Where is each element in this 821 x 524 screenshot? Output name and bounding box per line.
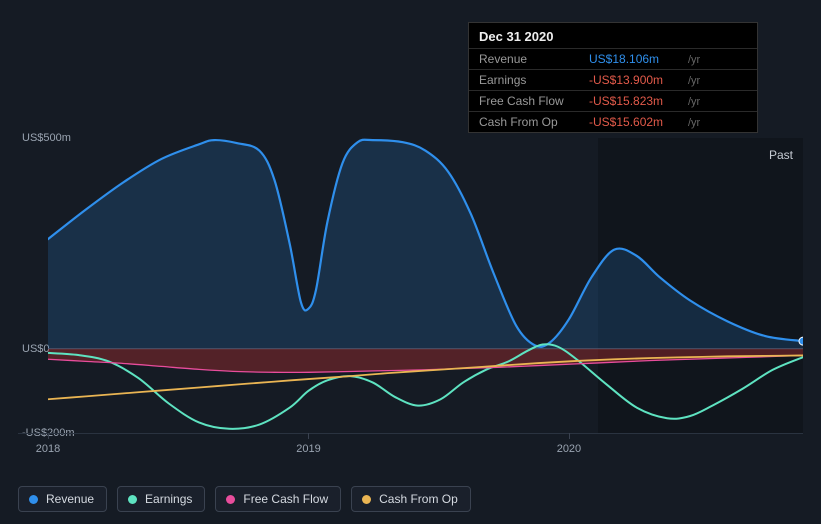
chart-tooltip: Dec 31 2020 RevenueUS$18.106m/yrEarnings… <box>468 22 758 133</box>
tooltip-metric-unit: /yr <box>688 96 700 108</box>
tooltip-metric-value: -US$15.823m <box>589 94 684 108</box>
legend-item[interactable]: Cash From Op <box>351 486 471 512</box>
tooltip-metric-label: Revenue <box>479 52 589 66</box>
x-axis-tick <box>48 433 49 439</box>
legend-label: Cash From Op <box>379 492 458 506</box>
legend-item[interactable]: Free Cash Flow <box>215 486 341 512</box>
tooltip-metric-label: Free Cash Flow <box>479 94 589 108</box>
legend-dot-icon <box>362 495 371 504</box>
tooltip-metric-unit: /yr <box>688 117 700 129</box>
y-axis-label: US$0 <box>22 343 50 355</box>
legend-dot-icon <box>226 495 235 504</box>
tooltip-date: Dec 31 2020 <box>469 29 757 48</box>
x-axis-label: 2018 <box>36 443 60 455</box>
tooltip-row: Earnings-US$13.900m/yr <box>469 69 757 90</box>
legend-label: Earnings <box>145 492 192 506</box>
legend-item[interactable]: Revenue <box>18 486 107 512</box>
x-axis-tick <box>308 433 309 439</box>
tooltip-row: Cash From Op-US$15.602m/yr <box>469 111 757 132</box>
tooltip-metric-label: Cash From Op <box>479 115 589 129</box>
legend-item[interactable]: Earnings <box>117 486 205 512</box>
x-axis-label: 2020 <box>557 443 581 455</box>
tooltip-metric-value: -US$15.602m <box>589 115 684 129</box>
chart-legend: Revenue Earnings Free Cash Flow Cash From O… <box>18 486 471 512</box>
x-axis-tick <box>569 433 570 439</box>
tooltip-metric-unit: /yr <box>688 54 700 66</box>
legend-dot-icon <box>29 495 38 504</box>
tooltip-metric-value: US$18.106m <box>589 52 684 66</box>
x-axis-line <box>18 433 803 434</box>
series-end-marker <box>799 337 803 345</box>
x-axis-label: 2019 <box>296 443 320 455</box>
legend-label: Revenue <box>46 492 94 506</box>
tooltip-metric-label: Earnings <box>479 73 589 87</box>
past-region-label: Past <box>769 148 793 162</box>
tooltip-metric-value: -US$13.900m <box>589 73 684 87</box>
legend-dot-icon <box>128 495 137 504</box>
financials-chart[interactable] <box>48 138 803 433</box>
tooltip-metric-unit: /yr <box>688 75 700 87</box>
tooltip-row: RevenueUS$18.106m/yr <box>469 48 757 69</box>
legend-label: Free Cash Flow <box>243 492 328 506</box>
tooltip-row: Free Cash Flow-US$15.823m/yr <box>469 90 757 111</box>
